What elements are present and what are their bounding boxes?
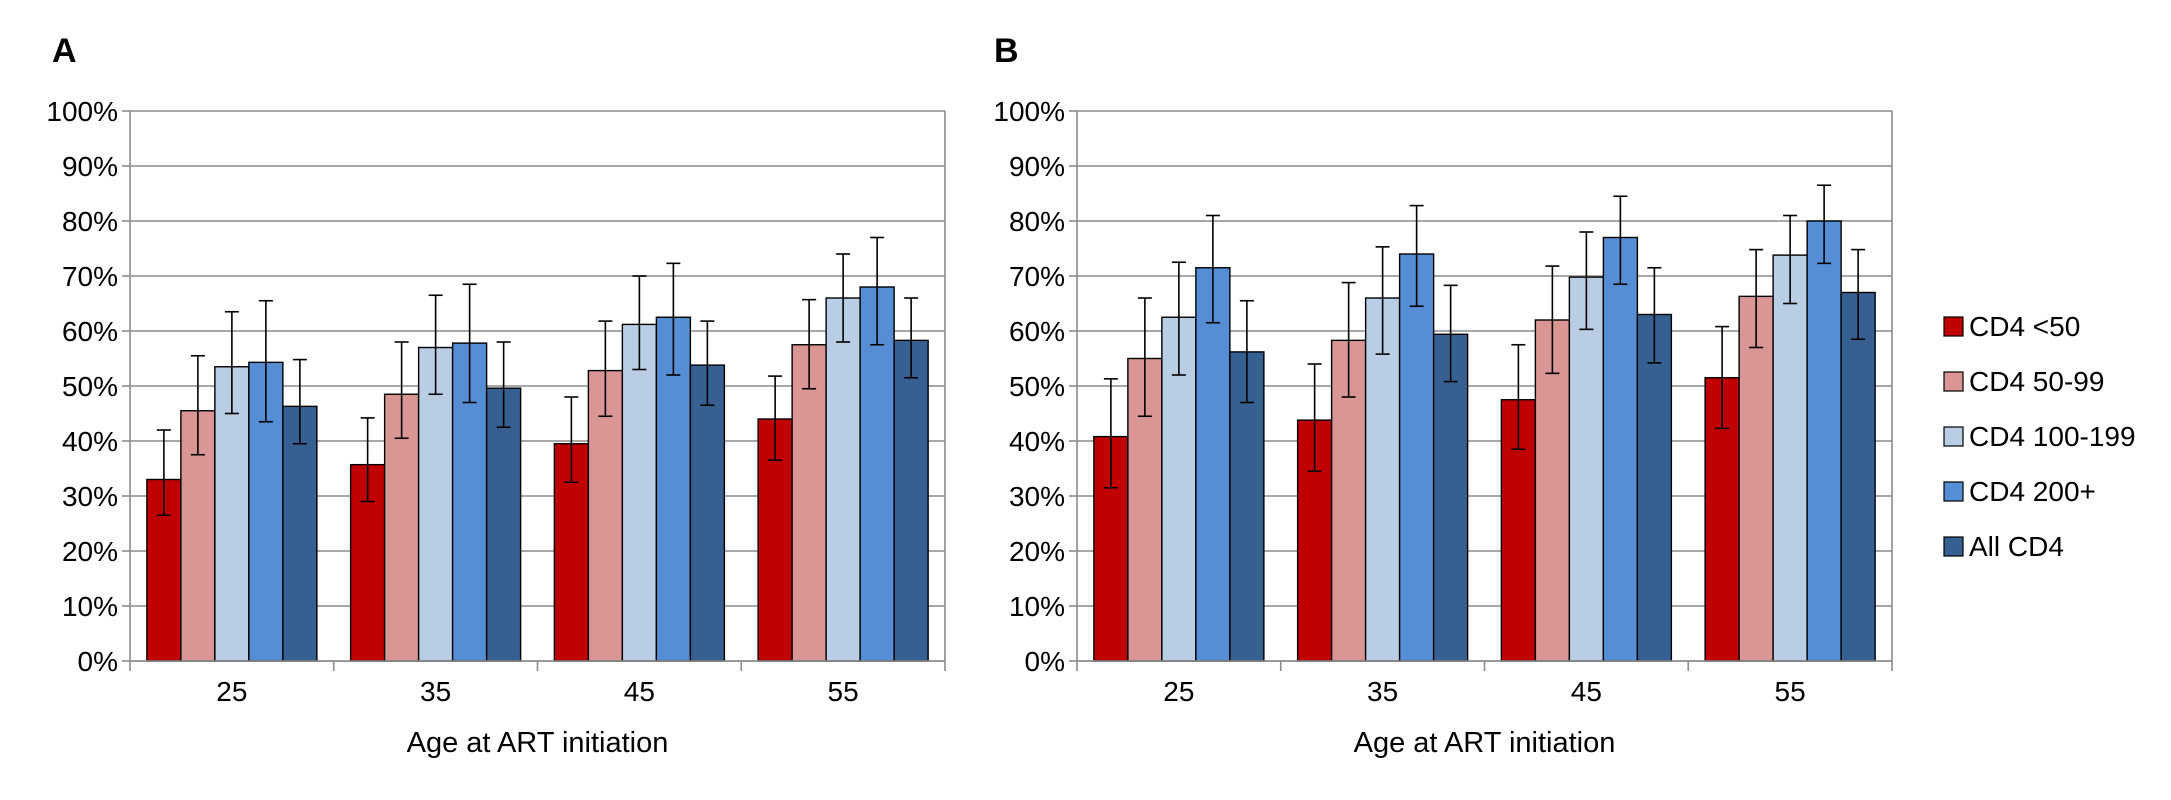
chart-panel-b: B 0% 10% 20% 30% 40% 50% 60% 70% 80% 90% 100% 25 35 45… bbox=[993, 32, 2135, 759]
bar-b-55-2 bbox=[1772, 254, 1808, 662]
y-tick-label: 50% bbox=[1009, 371, 1065, 402]
legend-swatch bbox=[1943, 371, 1964, 392]
y-tick-label: 50% bbox=[62, 371, 118, 402]
x-tick-label: 35 bbox=[420, 676, 451, 707]
legend-swatch bbox=[1943, 536, 1964, 557]
bar-b-25-3 bbox=[1195, 267, 1231, 662]
panel-letter: B bbox=[994, 32, 1019, 70]
bar-a-55-1 bbox=[791, 344, 827, 662]
y-tick-label: 20% bbox=[1009, 536, 1065, 567]
x-tick-label: 45 bbox=[1571, 676, 1602, 707]
legend-swatch bbox=[1943, 316, 1964, 337]
bar-b-55-1 bbox=[1738, 295, 1774, 662]
x-tick-label: 25 bbox=[216, 676, 247, 707]
bar-a-45-2 bbox=[621, 323, 658, 662]
y-tick-label: 30% bbox=[62, 481, 118, 512]
y-tick-label: 10% bbox=[62, 591, 118, 622]
y-tick-label: 20% bbox=[62, 536, 118, 567]
x-tick-label: 25 bbox=[1163, 676, 1194, 707]
y-tick-label: 80% bbox=[62, 206, 118, 237]
y-tick-label: 90% bbox=[1009, 151, 1065, 182]
bar-a-55-2 bbox=[825, 297, 861, 662]
bar-a-35-4 bbox=[485, 387, 522, 662]
y-tick-label: 80% bbox=[1009, 206, 1065, 237]
y-tick-label: 60% bbox=[1009, 316, 1065, 347]
panel-letter: A bbox=[52, 32, 77, 70]
bar-b-55-4 bbox=[1840, 291, 1876, 662]
legend-label: CD4 <50 bbox=[1969, 311, 2080, 342]
y-tick-label: 30% bbox=[1009, 481, 1065, 512]
legend-swatch bbox=[1943, 426, 1964, 447]
chart-panel-a: A 0% 10% 20% 30% 40% 50% 60% 70% 80% 90% 100% 25 35 45… bbox=[46, 32, 946, 759]
bar-b-45-2 bbox=[1568, 276, 1605, 662]
legend-label: CD4 50-99 bbox=[1969, 366, 2104, 397]
x-tick-label: 35 bbox=[1367, 676, 1398, 707]
y-tick-label: 100% bbox=[46, 96, 118, 127]
y-tick-label: 10% bbox=[1009, 591, 1065, 622]
y-tick-label: 0% bbox=[78, 646, 118, 677]
x-tick-label: 55 bbox=[1775, 676, 1806, 707]
x-tick-label: 55 bbox=[828, 676, 859, 707]
x-axis-title: Age at ART initiation bbox=[1354, 727, 1616, 759]
x-axis-title: Age at ART initiation bbox=[407, 727, 669, 759]
legend-label: All CD4 bbox=[1969, 531, 2064, 562]
y-tick-label: 70% bbox=[62, 261, 118, 292]
y-tick-label: 60% bbox=[62, 316, 118, 347]
y-tick-label: 70% bbox=[1009, 261, 1065, 292]
bar-b-35-4 bbox=[1432, 333, 1469, 662]
legend-label: CD4 200+ bbox=[1969, 476, 2096, 507]
legend-label: CD4 100-199 bbox=[1969, 421, 2136, 452]
x-tick-label: 45 bbox=[624, 676, 655, 707]
bar-b-45-3 bbox=[1602, 236, 1639, 662]
y-tick-label: 40% bbox=[1009, 426, 1065, 457]
bar-b-55-3 bbox=[1806, 220, 1842, 662]
y-tick-label: 100% bbox=[993, 96, 1065, 127]
legend-swatch bbox=[1943, 481, 1964, 502]
bar-a-55-4 bbox=[893, 339, 929, 662]
bar-b-25-4 bbox=[1229, 351, 1265, 662]
bar-b-35-3 bbox=[1398, 253, 1435, 662]
y-tick-label: 90% bbox=[62, 151, 118, 182]
y-tick-label: 0% bbox=[1025, 646, 1065, 677]
bar-b-45-4 bbox=[1636, 313, 1673, 662]
bar-a-25-2 bbox=[214, 366, 250, 662]
bar-a-45-4 bbox=[689, 364, 726, 662]
legend: CD4 <50 CD4 50-99 CD4 100-199 CD4 200+ All C… bbox=[1943, 311, 2136, 562]
y-tick-label: 40% bbox=[62, 426, 118, 457]
